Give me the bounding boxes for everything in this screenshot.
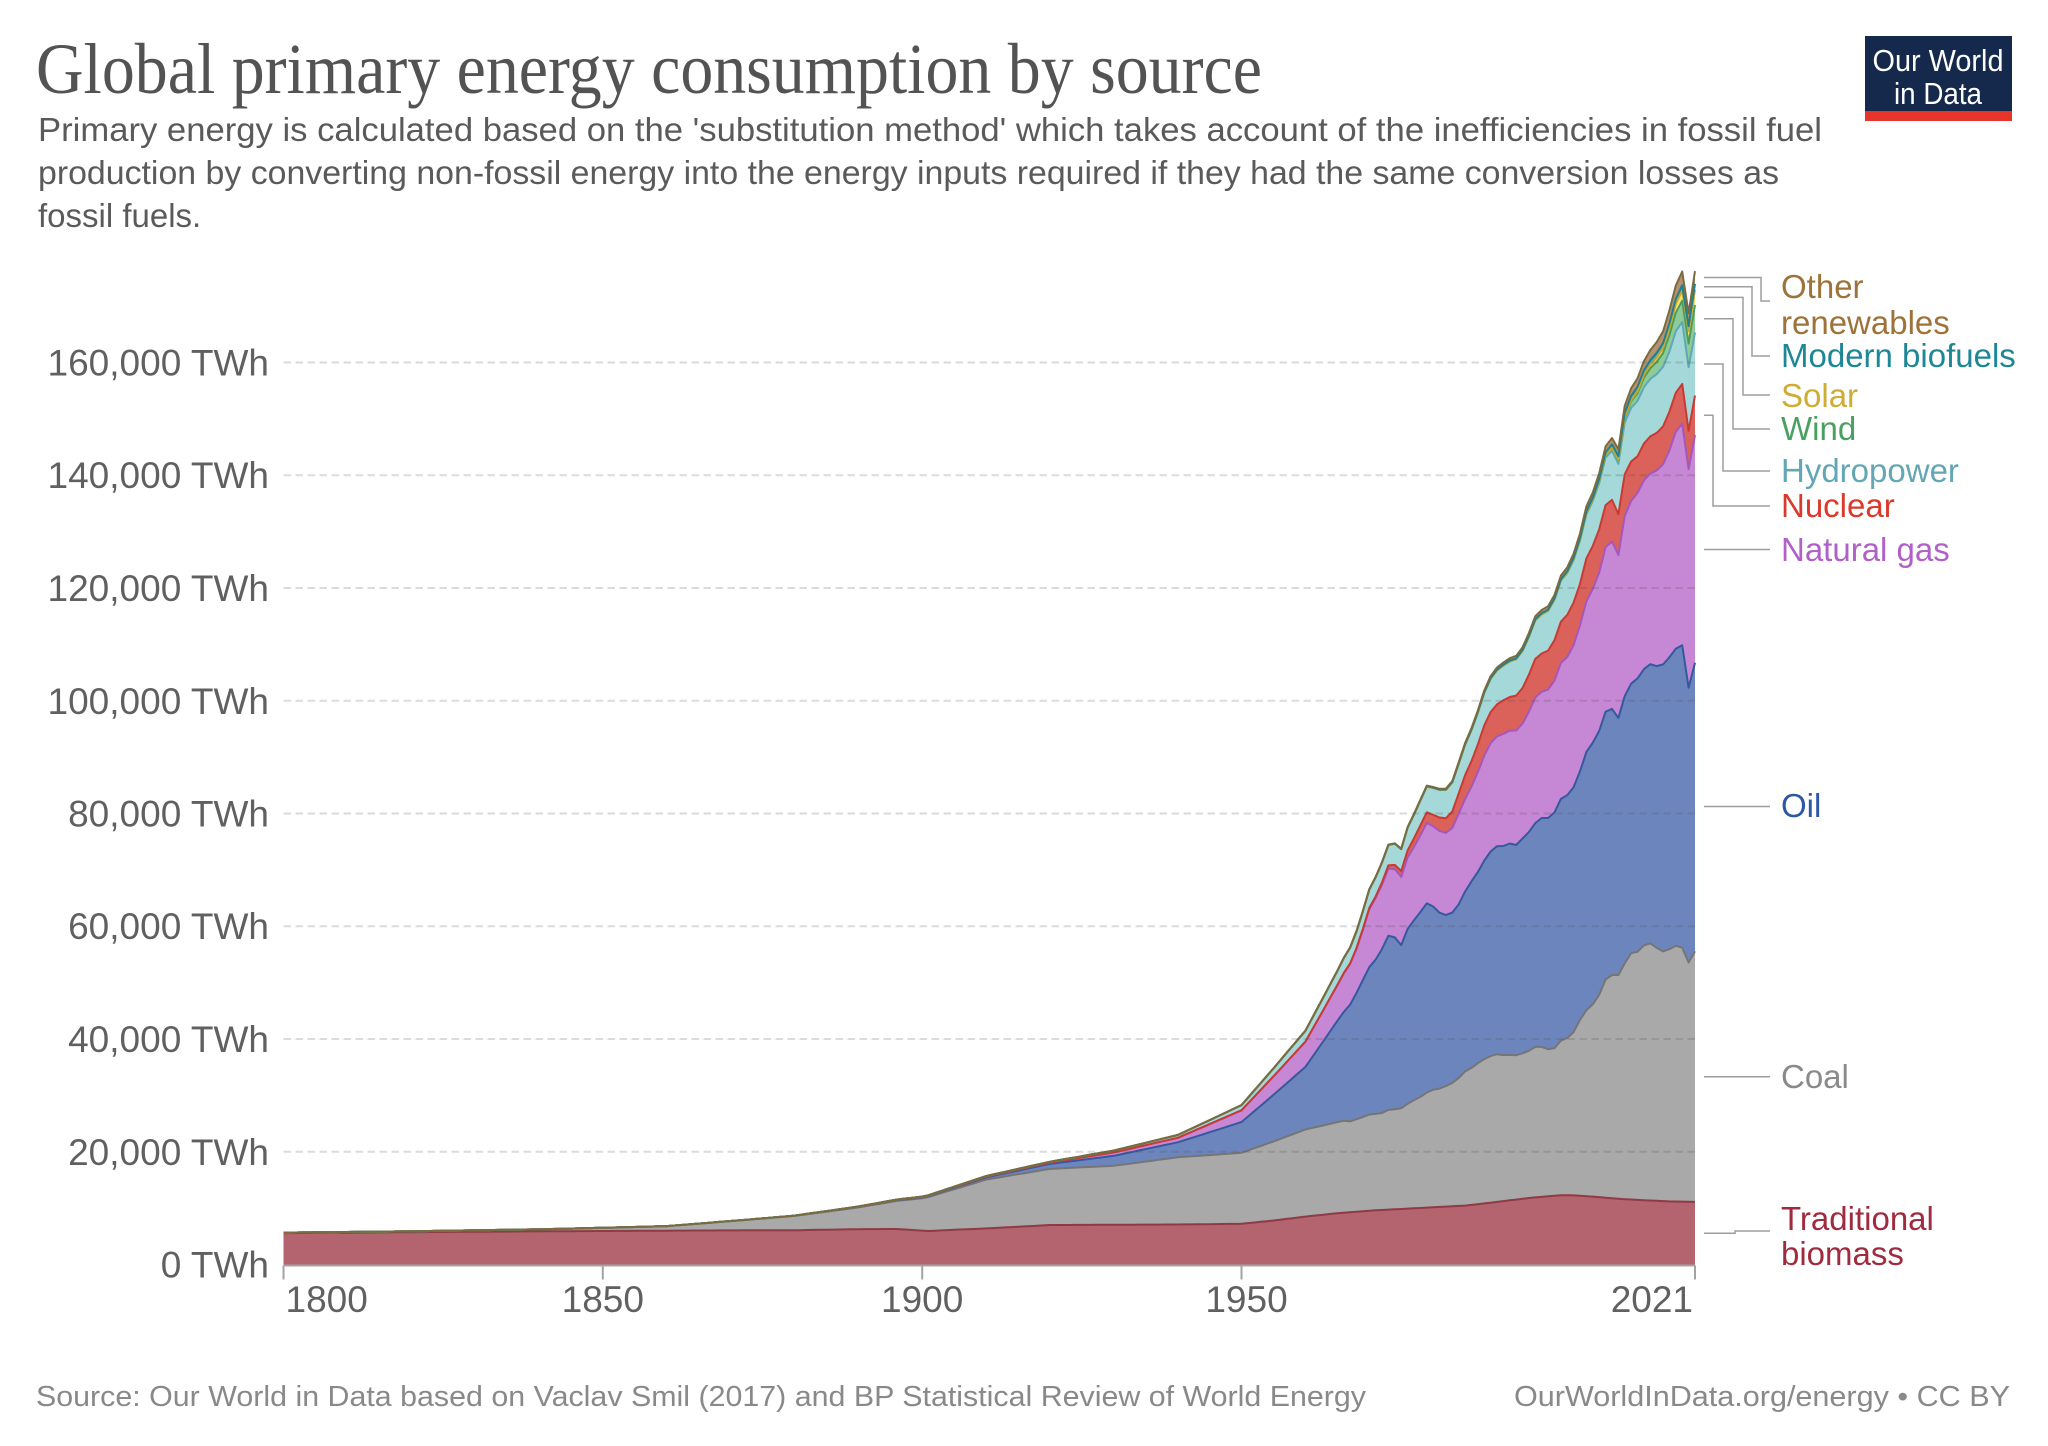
- svg-text:2021: 2021: [1611, 1279, 1693, 1320]
- svg-text:120,000 TWh: 120,000 TWh: [48, 568, 269, 609]
- svg-text:Wind: Wind: [1781, 410, 1856, 447]
- svg-text:Hydropower: Hydropower: [1781, 452, 1959, 489]
- svg-text:renewables: renewables: [1781, 304, 1950, 341]
- svg-text:Source: Our World in Data base: Source: Our World in Data based on Vacla…: [36, 1381, 1367, 1413]
- svg-text:biomass: biomass: [1781, 1235, 1904, 1272]
- svg-text:1900: 1900: [881, 1279, 963, 1320]
- svg-text:Solar: Solar: [1781, 377, 1858, 414]
- svg-text:Traditional: Traditional: [1781, 1200, 1934, 1237]
- svg-text:in Data: in Data: [1894, 76, 1983, 111]
- svg-text:1950: 1950: [1205, 1279, 1287, 1320]
- svg-text:Natural gas: Natural gas: [1781, 531, 1950, 568]
- svg-text:production by converting non-f: production by converting non-fossil ener…: [38, 154, 1779, 191]
- svg-text:Our World: Our World: [1873, 43, 2004, 78]
- svg-text:20,000 TWh: 20,000 TWh: [68, 1132, 269, 1173]
- svg-text:Other: Other: [1781, 268, 1864, 305]
- svg-text:100,000 TWh: 100,000 TWh: [48, 681, 269, 722]
- svg-text:Global primary energy consumpt: Global primary energy consumption by sou…: [36, 29, 1262, 109]
- svg-text:0 TWh: 0 TWh: [161, 1245, 269, 1286]
- svg-text:1800: 1800: [286, 1279, 368, 1320]
- svg-text:60,000 TWh: 60,000 TWh: [68, 906, 269, 947]
- svg-text:80,000 TWh: 80,000 TWh: [68, 794, 269, 835]
- svg-text:Oil: Oil: [1781, 787, 1821, 824]
- svg-text:40,000 TWh: 40,000 TWh: [68, 1019, 269, 1060]
- svg-text:Nuclear: Nuclear: [1781, 487, 1895, 524]
- svg-text:Modern biofuels: Modern biofuels: [1781, 337, 2016, 374]
- svg-text:fossil fuels.: fossil fuels.: [38, 197, 201, 234]
- svg-text:160,000 TWh: 160,000 TWh: [48, 343, 269, 384]
- svg-text:1850: 1850: [562, 1279, 644, 1320]
- svg-text:OurWorldInData.org/energy • CC: OurWorldInData.org/energy • CC BY: [1514, 1381, 2010, 1413]
- svg-text:Coal: Coal: [1781, 1058, 1849, 1095]
- svg-text:140,000 TWh: 140,000 TWh: [48, 455, 269, 496]
- svg-text:Primary energy is calculated b: Primary energy is calculated based on th…: [38, 111, 1822, 148]
